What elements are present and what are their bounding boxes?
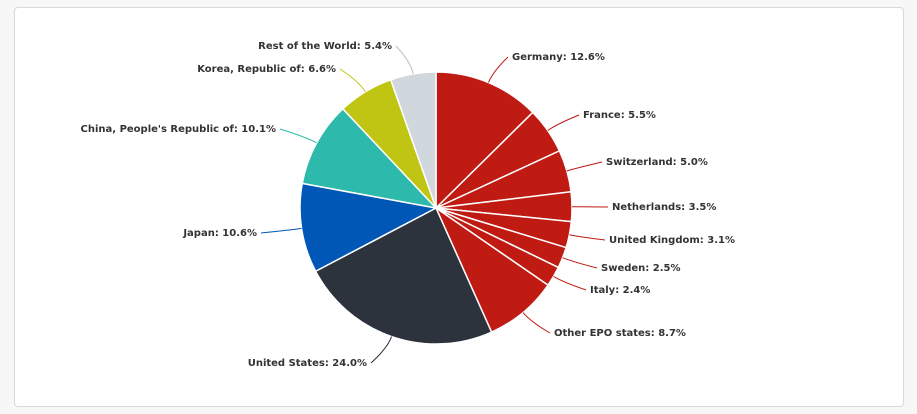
leader-line-united-states (370, 336, 393, 364)
data-label-rest-of-the-world: Rest of the World: 5.4% (258, 41, 392, 52)
leader-line-italy (553, 276, 587, 291)
data-labels: Germany: 12.6% France: 5.5% Switzerland: 5… (81, 41, 735, 369)
leader-line-switzerland (566, 161, 603, 172)
leader-line-rest-of-the-world (395, 45, 414, 75)
leader-line-united-kingdom (569, 234, 606, 241)
data-label-italy: Italy: 2.4% (590, 285, 650, 296)
leader-line-other-epo-states (522, 312, 551, 334)
data-label-other-epo-states: Other EPO states: 8.7% (554, 328, 686, 339)
pie-slice-united-states[interactable] (314, 206, 493, 345)
data-label-germany: Germany: 12.6% (512, 52, 605, 63)
data-label-netherlands: Netherlands: 3.5% (612, 202, 716, 213)
data-label-united-states: United States: 24.0% (248, 358, 367, 369)
pie-slices (299, 71, 573, 345)
leader-line-china-people-s-republic-of (279, 128, 317, 144)
data-label-switzerland: Switzerland: 5.0% (606, 157, 708, 168)
data-label-france: France: 5.5% (583, 110, 656, 121)
leader-line-france (547, 114, 580, 131)
data-label-china-people-s-republic-of: China, People's Republic of: 10.1% (81, 124, 276, 135)
leader-line-sweden (562, 257, 598, 269)
data-label-united-kingdom: United Kingdom: 3.1% (609, 235, 735, 246)
pie-slice-rest-of-the-world[interactable] (389, 71, 437, 209)
leader-lines (260, 45, 609, 364)
leader-line-korea-republic-of (339, 68, 366, 93)
data-label-sweden: Sweden: 2.5% (601, 263, 681, 274)
pie-slice-germany[interactable] (435, 71, 534, 210)
pie-slice-china-people-s-republic-of[interactable] (301, 107, 439, 210)
data-label-korea-republic-of: Korea, Republic of: 6.6% (197, 64, 336, 75)
leader-line-germany (487, 56, 509, 83)
leader-line-japan (260, 227, 302, 234)
data-label-japan: Japan: 10.6% (182, 228, 257, 239)
